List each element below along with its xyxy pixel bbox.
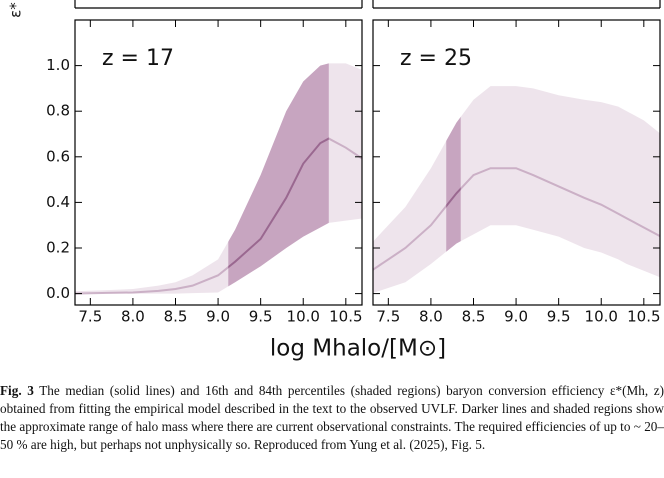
x-tick-label: 10.0 <box>585 308 618 326</box>
x-tick-label: 10.0 <box>287 308 320 326</box>
upper-panels-remnant <box>74 0 661 9</box>
x-tick-label: 9.5 <box>547 308 571 326</box>
x-tick-label: 10.5 <box>627 308 660 326</box>
x-tick-label: 9.0 <box>206 308 230 326</box>
x-tick-label: 10.5 <box>329 308 362 326</box>
y-tick-label: 0.0 <box>46 284 70 302</box>
annotation: z = 25 <box>400 46 472 71</box>
caption-text: The median (solid lines) and 16th and 84… <box>0 383 664 452</box>
x-tick-label: 8.0 <box>121 308 145 326</box>
x-tick-label: 9.5 <box>249 308 273 326</box>
y-tick-label: 0.6 <box>46 147 70 165</box>
median-line <box>373 167 660 271</box>
y-tick-label: 1.0 <box>46 56 70 74</box>
x-axis-label: log Mhalo/[M⊙] <box>270 336 446 362</box>
percentile-band <box>373 86 660 294</box>
x-tick-label: 8.0 <box>419 308 443 326</box>
percentile-band-highlight <box>446 116 461 252</box>
x-tick-label: 8.5 <box>462 308 486 326</box>
y-tick-label: 0.4 <box>46 193 70 211</box>
y-tick-label: 0.8 <box>46 102 70 120</box>
y-tick-label: 0.2 <box>46 239 70 257</box>
y-axis-label: ε* <box>7 2 25 18</box>
x-tick-label: 7.5 <box>376 308 400 326</box>
panel: 7.5 8.0 8.5 9.0 9.5 10.0 10.5 z = 25 <box>372 19 661 326</box>
median-line-highlight <box>228 137 329 269</box>
plot-area <box>373 86 660 294</box>
x-tick-label: 8.5 <box>164 308 188 326</box>
figure: ε* log Mhalo/[M⊙] 7.5 8.0 8.5 9.0 9.5 10.0 10.… <box>7 0 661 362</box>
plot-area <box>75 63 362 295</box>
x-tick-label: 9.0 <box>504 308 528 326</box>
x-tick-label: 7.5 <box>78 308 102 326</box>
annotation: z = 17 <box>102 46 174 71</box>
percentile-band-highlight <box>228 63 329 287</box>
panel: 7.5 8.0 8.5 9.0 9.5 10.0 10.5 0.0 0.2 0.4 0.6 0.8 1.… <box>46 19 363 326</box>
highlight <box>446 116 461 252</box>
caption-label: Fig. 3 <box>0 383 34 398</box>
highlight <box>228 63 329 287</box>
caption: Fig. 3 The median (solid lines) and 16th… <box>0 382 664 454</box>
